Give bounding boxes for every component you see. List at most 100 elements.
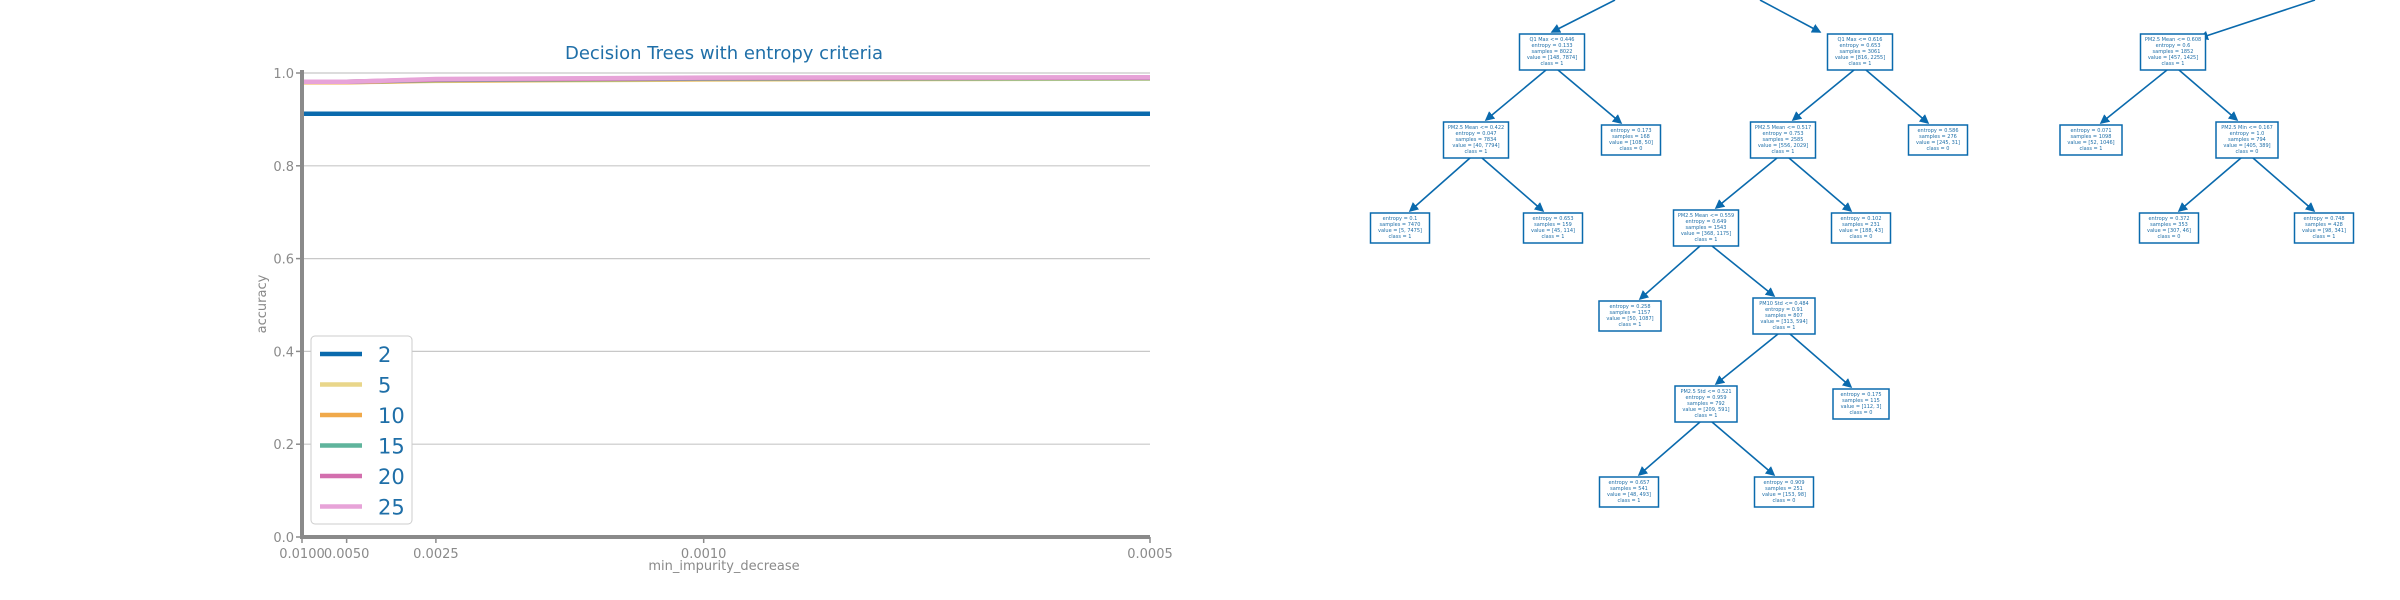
tree-node-text: value = [45, 114] <box>1531 228 1575 234</box>
tree-node-text: entropy = 0.133 <box>1531 43 1572 49</box>
tree-edge <box>1550 0 1616 33</box>
legend-label-5: 5 <box>378 374 391 398</box>
tree-node-text: samples = 168 <box>1612 134 1650 140</box>
tree-edge <box>1788 157 1853 213</box>
tree-edge <box>2252 157 2316 213</box>
tree-node-text: value = [108, 50] <box>1609 140 1653 146</box>
tree-node-box <box>1674 385 1738 423</box>
tree-node-text: class = 0 <box>1850 410 1873 416</box>
y-tick-label: 0.2 <box>273 438 294 453</box>
chart-title: Decision Trees with entropy criteria <box>565 43 883 64</box>
tree-node-text: value = [368, 1175] <box>1681 231 1731 237</box>
tree-node-text: samples = 251 <box>1765 486 1803 492</box>
tree-node-text: value = [153, 98] <box>1762 492 1806 498</box>
tree-edge <box>1711 421 1776 477</box>
x-tick-label: 0.0010 <box>681 547 727 562</box>
tree-node-text: samples = 7834 <box>1456 137 1497 143</box>
tree-node-text: samples = 7470 <box>1380 222 1421 228</box>
tree-edges <box>1408 0 2316 477</box>
tree-node-box <box>1442 121 1510 159</box>
x-ticks: 0.0100 0.0050 0.0025 0.0010 0.0005 <box>279 537 1173 562</box>
tree-node-box <box>1598 476 1660 508</box>
tree-node-text: samples = 353 <box>2150 222 2188 228</box>
tree-node-text: entropy = 0.649 <box>1685 219 1726 225</box>
tree-node-box <box>1600 124 1662 156</box>
tree-node-box <box>1830 212 1892 244</box>
tree-node-text: class = 0 <box>1773 498 1796 504</box>
tree-node-text: class = 0 <box>1927 146 1950 152</box>
accuracy-line-chart: Decision Trees with entropy criteria 0.0… <box>255 43 1173 574</box>
tree-node-text: samples = 276 <box>1919 134 1957 140</box>
tree-node-text: value = [5, 7475] <box>1378 228 1422 234</box>
tree-node-text: PM10 Std <= 0.484 <box>1759 301 1808 307</box>
tree-edge <box>1865 69 1930 125</box>
tree-node-box <box>1522 212 1584 244</box>
tree-node-text: class = 1 <box>2080 146 2103 152</box>
tree-edge <box>1791 69 1855 122</box>
tree-node-text: Q1 Max <= 0.616 <box>1838 37 1883 43</box>
tree-edge <box>1637 421 1701 477</box>
x-tick-label: 0.0025 <box>413 547 459 562</box>
tree-node-text: class = 1 <box>1541 61 1564 67</box>
tree-node-text: PM2.5 Std <= 0.521 <box>1680 389 1731 395</box>
tree-edge <box>1714 157 1778 210</box>
tree-edge <box>1481 157 1545 213</box>
tree-node-box <box>1907 124 1969 156</box>
tree-node-text: samples = 8022 <box>1532 49 1573 55</box>
tree-node-text: samples = 231 <box>1842 222 1880 228</box>
tree-node-text: value = [245, 31] <box>1916 140 1960 146</box>
tree-edge <box>1711 245 1776 298</box>
tree-node-text: samples = 1098 <box>2071 134 2112 140</box>
tree-edge <box>1789 333 1853 389</box>
tree-node-text: samples = 1157 <box>1610 310 1651 316</box>
tree-node-box <box>1826 33 1894 71</box>
tree-edge <box>1557 69 1623 125</box>
legend-label-2: 2 <box>378 343 391 367</box>
y-ticks: 0.0 0.2 0.4 0.6 0.8 1.0 <box>273 67 302 546</box>
tree-node-box <box>1752 297 1816 335</box>
tree-node-text: class = 1 <box>2162 61 2185 67</box>
tree-node-text: value = [457, 1425] <box>2148 55 2198 61</box>
tree-node-text: class = 1 <box>1619 322 1642 328</box>
tree-node-text: samples = 2585 <box>1763 137 1804 143</box>
tree-node-text: class = 1 <box>1773 325 1796 331</box>
tree-node-text: entropy = 0.753 <box>1762 131 1803 137</box>
tree-node-text: class = 1 <box>2313 234 2336 240</box>
tree-node-box <box>1369 212 1431 244</box>
tree-node-text: entropy = 0.173 <box>1610 128 1651 134</box>
tree-node-text: entropy = 0.653 <box>1532 216 1573 222</box>
tree-node-text: samples = 3061 <box>1840 49 1881 55</box>
tree-node-text: entropy = 0.657 <box>1608 480 1649 486</box>
tree-node-text: class = 1 <box>1849 61 1872 67</box>
tree-node-text: entropy = 0.175 <box>1840 392 1881 398</box>
tree-edge <box>2178 69 2239 122</box>
y-tick-label: 0.0 <box>273 531 294 546</box>
x-axis-title: min_impurity_decrease <box>648 559 799 574</box>
tree-node-text: entropy = 0.91 <box>1765 307 1803 313</box>
tree-node-text: value = [209, 591] <box>1682 407 1729 413</box>
tree-node-box <box>1832 388 1890 420</box>
tree-node-text: value = [148, 7874] <box>1527 55 1577 61</box>
tree-node-text: entropy = 0.6 <box>2156 43 2191 49</box>
tree-node-text: samples = 159 <box>1534 222 1572 228</box>
tree-node-text: class = 1 <box>1465 149 1488 155</box>
tree-node-box <box>2215 121 2279 159</box>
tree-node-box <box>1672 209 1740 247</box>
tree-edge <box>1714 333 1779 386</box>
tree-node-text: value = [52, 1046] <box>2067 140 2114 146</box>
tree-node-text: value = [556, 2029] <box>1758 143 1808 149</box>
tree-node-text: value = [50, 1087] <box>1606 316 1653 322</box>
tree-node-text: value = [188, 43] <box>1839 228 1883 234</box>
